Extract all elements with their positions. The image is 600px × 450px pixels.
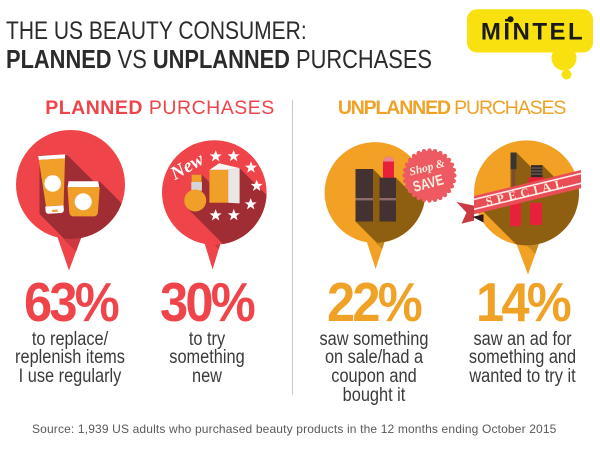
svg-text:MİNTEL: MİNTEL [481,19,585,46]
